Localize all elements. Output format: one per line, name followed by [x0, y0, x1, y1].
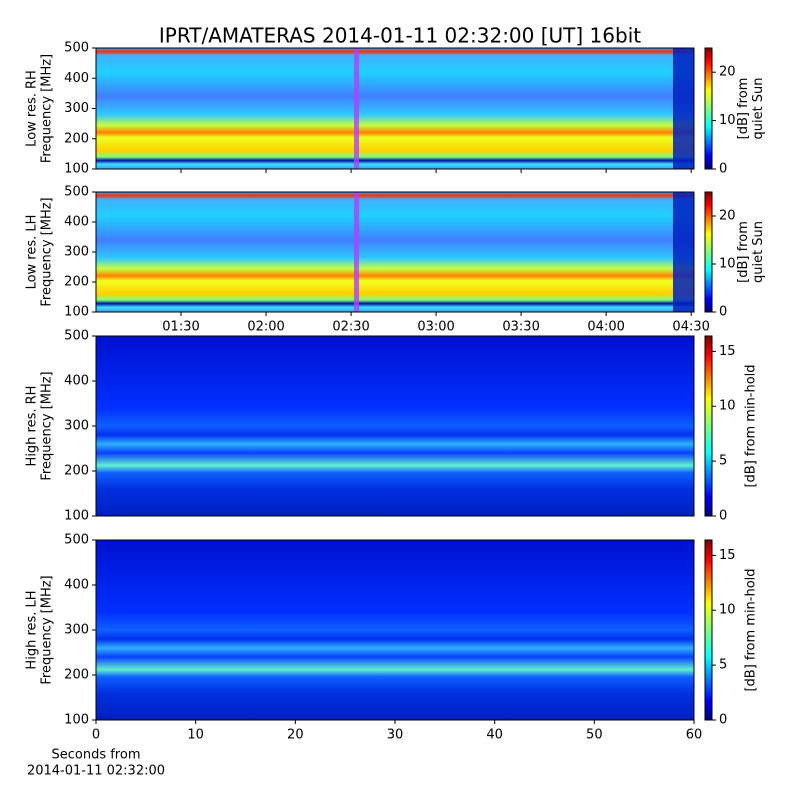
colorbar-label: quiet Sun — [751, 221, 766, 283]
colorbar-tick-label: 15 — [719, 548, 736, 563]
x-tick-label: 02:30 — [332, 320, 369, 335]
x-tick-label: 20 — [287, 728, 304, 743]
y-axis-label: High res. RH — [25, 386, 40, 467]
colorbar-label: quiet Sun — [751, 77, 766, 139]
colorbar-tick-label: 0 — [719, 509, 727, 524]
y-tick-label: 400 — [64, 215, 89, 230]
x-tick-label: 03:00 — [417, 320, 454, 335]
y-tick-label: 100 — [64, 509, 89, 524]
colorbar-label: [dB] from min-hold — [744, 364, 759, 487]
colorbar-label: [dB] from min-hold — [744, 568, 759, 691]
y-tick-label: 500 — [64, 329, 89, 344]
x-tick-label: 40 — [486, 728, 503, 743]
colorbar-tick-label: 0 — [719, 305, 727, 320]
colorbar-tick-label: 20 — [719, 209, 736, 224]
colorbar — [704, 539, 713, 721]
time-marker — [354, 48, 359, 169]
colorbar-tick-label: 15 — [719, 344, 736, 359]
colorbar-tick-label: 10 — [719, 257, 736, 272]
y-axis-label: High res. LH — [25, 590, 40, 669]
spectrogram — [96, 540, 694, 720]
colorbar-tick-label: 0 — [719, 162, 727, 177]
x-axis-label: Seconds from — [51, 748, 140, 763]
y-tick-label: 100 — [64, 162, 89, 177]
y-tick-label: 300 — [64, 419, 89, 434]
colorbar-label: [dB] from — [736, 221, 751, 283]
spectrogram — [96, 192, 694, 312]
colorbar — [704, 335, 713, 517]
y-tick-label: 500 — [64, 185, 89, 200]
y-tick-label: 300 — [64, 623, 89, 638]
y-tick-label: 400 — [64, 578, 89, 593]
colorbar-tick-label: 10 — [719, 603, 736, 618]
colorbar-tick-label: 10 — [719, 399, 736, 414]
colorbar-tick-label: 5 — [719, 454, 727, 469]
x-tick-label: 02:00 — [247, 320, 284, 335]
y-axis-label: Frequency [MHz] — [40, 371, 55, 480]
y-tick-label: 200 — [64, 464, 89, 479]
colorbar-tick-label: 0 — [719, 713, 727, 728]
data-gap — [673, 48, 694, 169]
y-axis-label: Low res. RH — [25, 70, 40, 147]
y-tick-label: 200 — [64, 131, 89, 146]
y-tick-label: 300 — [64, 101, 89, 116]
y-axis-label: Frequency [MHz] — [40, 54, 55, 163]
x-axis-label: 2014-01-11 02:32:00 — [27, 764, 165, 779]
y-tick-label: 500 — [64, 41, 89, 56]
y-axis-label: Low res. LH — [25, 215, 40, 290]
time-marker — [354, 192, 359, 312]
colorbar-tick-label: 10 — [719, 113, 736, 128]
colorbar — [704, 47, 713, 170]
y-tick-label: 400 — [64, 374, 89, 389]
y-tick-label: 400 — [64, 71, 89, 86]
y-tick-label: 100 — [64, 713, 89, 728]
colorbar — [704, 191, 713, 313]
y-tick-label: 200 — [64, 668, 89, 683]
x-tick-label: 03:30 — [502, 320, 539, 335]
x-tick-label: 10 — [187, 728, 204, 743]
figure-title: IPRT/AMATERAS 2014-01-11 02:32:00 [UT] 1… — [159, 24, 641, 48]
x-tick-label: 50 — [586, 728, 603, 743]
y-axis-label: Frequency [MHz] — [40, 575, 55, 684]
colorbar-label: [dB] from — [736, 78, 751, 140]
x-tick-label: 04:30 — [672, 320, 709, 335]
colorbar-tick-label: 5 — [719, 658, 727, 673]
y-tick-label: 200 — [64, 275, 89, 290]
x-tick-label: 30 — [387, 728, 404, 743]
x-tick-label: 60 — [686, 728, 703, 743]
x-tick-label: 04:00 — [587, 320, 624, 335]
y-tick-label: 100 — [64, 305, 89, 320]
y-axis-label: Frequency [MHz] — [40, 197, 55, 306]
data-gap — [673, 192, 694, 312]
x-tick-label: 0 — [92, 728, 100, 743]
x-tick-label: 01:30 — [162, 320, 199, 335]
colorbar-tick-label: 20 — [719, 65, 736, 80]
y-tick-label: 500 — [64, 533, 89, 548]
y-tick-label: 300 — [64, 245, 89, 260]
spectrogram — [96, 48, 694, 169]
spectrogram — [96, 336, 694, 516]
